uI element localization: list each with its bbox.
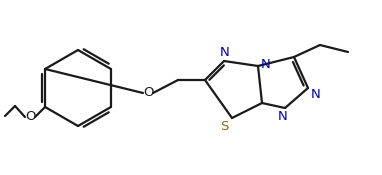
Text: O: O [25,110,35,124]
Text: N: N [311,88,321,100]
Text: N: N [220,47,230,60]
Text: N: N [278,110,288,124]
Text: N: N [261,58,271,71]
Text: S: S [220,121,228,134]
Text: O: O [143,86,153,100]
